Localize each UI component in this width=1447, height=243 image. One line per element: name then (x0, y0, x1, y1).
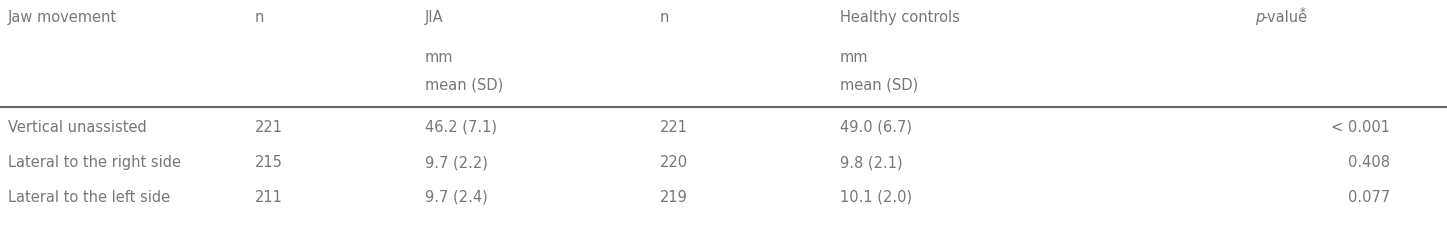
Text: 219: 219 (660, 190, 687, 205)
Text: 46.2 (7.1): 46.2 (7.1) (425, 120, 496, 135)
Text: Jaw movement: Jaw movement (9, 10, 117, 25)
Text: mm: mm (841, 50, 868, 65)
Text: Healthy controls: Healthy controls (841, 10, 959, 25)
Text: 221: 221 (660, 120, 687, 135)
Text: 49.0 (6.7): 49.0 (6.7) (841, 120, 912, 135)
Text: 0.408: 0.408 (1349, 155, 1391, 170)
Text: 220: 220 (660, 155, 689, 170)
Text: n: n (255, 10, 265, 25)
Text: 0.077: 0.077 (1347, 190, 1391, 205)
Text: < 0.001: < 0.001 (1331, 120, 1391, 135)
Text: 9.7 (2.2): 9.7 (2.2) (425, 155, 488, 170)
Text: 215: 215 (255, 155, 282, 170)
Text: 211: 211 (255, 190, 282, 205)
Text: 221: 221 (255, 120, 284, 135)
Text: mm: mm (425, 50, 453, 65)
Text: n: n (660, 10, 670, 25)
Text: Lateral to the left side: Lateral to the left side (9, 190, 171, 205)
Text: Vertical unassisted: Vertical unassisted (9, 120, 146, 135)
Text: -value: -value (1262, 10, 1307, 25)
Text: Lateral to the right side: Lateral to the right side (9, 155, 181, 170)
Text: 10.1 (2.0): 10.1 (2.0) (841, 190, 912, 205)
Text: 9.8 (2.1): 9.8 (2.1) (841, 155, 903, 170)
Text: mean (SD): mean (SD) (425, 78, 504, 93)
Text: JIA: JIA (425, 10, 444, 25)
Text: *: * (1299, 6, 1305, 19)
Text: 9.7 (2.4): 9.7 (2.4) (425, 190, 488, 205)
Text: p: p (1255, 10, 1265, 25)
Text: mean (SD): mean (SD) (841, 78, 919, 93)
